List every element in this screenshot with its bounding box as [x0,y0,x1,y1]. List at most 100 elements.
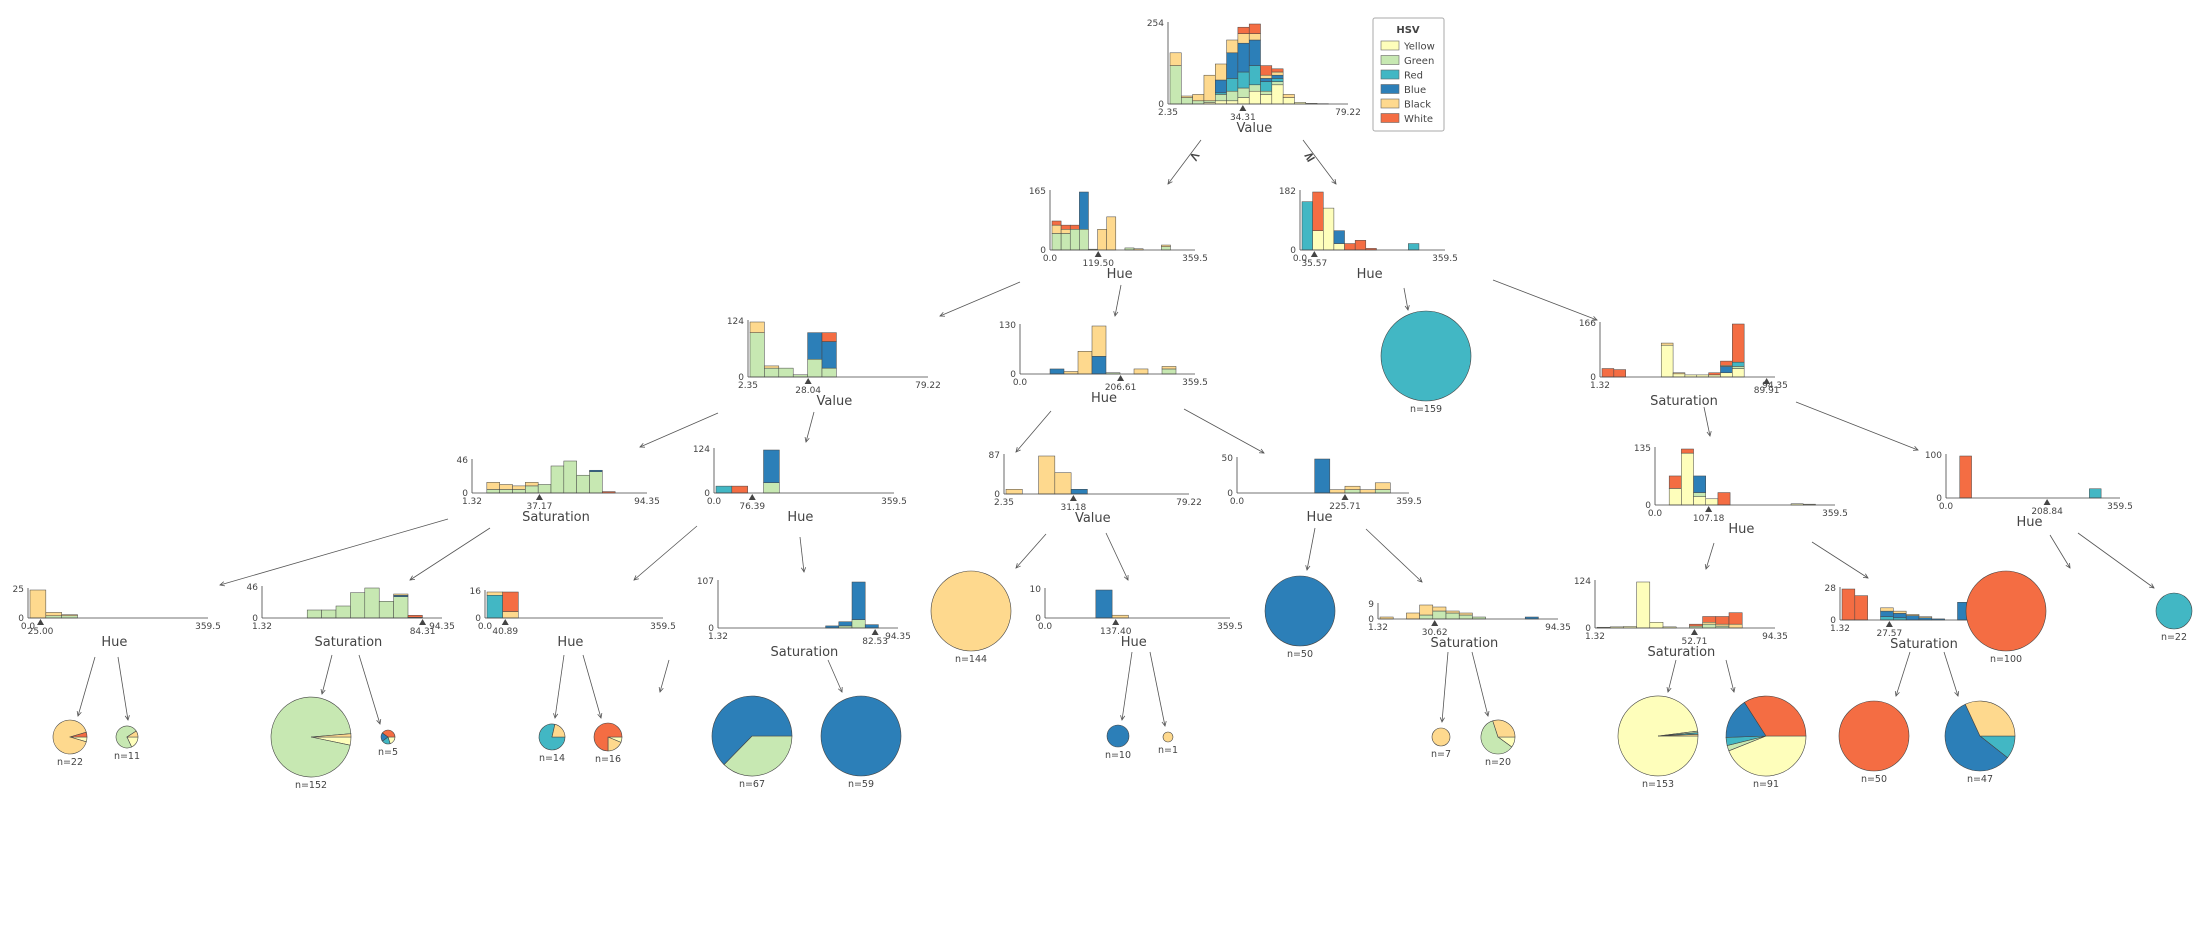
edge-label-less-than: < [1186,148,1203,166]
x-max-tick: 79.22 [1176,498,1202,508]
histogram-bar-green [1226,90,1239,102]
edge-arrowhead [219,581,225,587]
split-value-label: 208.84 [2031,507,2063,517]
histogram-bar-black [486,591,503,596]
feature-name: Value [1075,511,1111,526]
split-marker-triangle [1112,619,1120,625]
histogram-bar-black [1060,229,1071,234]
tree-node-n31: n=67 [711,695,793,790]
feature-name: Hue [1091,391,1117,406]
feature-name: Value [817,394,853,409]
y-zero-tick: 0 [704,489,710,499]
x-min-tick: 1.32 [252,622,272,632]
histogram-bar-white [502,591,519,612]
histogram-bar-blue [1333,230,1345,244]
leaf-pie-slice-white [593,722,623,752]
histogram-bar-green [1192,100,1205,105]
tree-edge [1365,528,1423,583]
leaf-pie-slice-white [381,729,396,738]
histogram-bar-red [1408,243,1420,251]
split-value-label: 35.57 [1301,259,1327,269]
tree-node-n34: n=1 [1158,731,1178,756]
y-max-tick: 50 [1222,454,1234,464]
edge-arrowhead [1258,448,1265,454]
y-zero-tick: 0 [1590,373,1596,383]
histogram-bar-green [1693,492,1706,497]
histogram-bar-green [335,605,351,619]
histogram-bar-green [1237,87,1250,98]
y-max-tick: 182 [1279,187,1296,197]
y-zero-tick: 0 [1936,494,1942,504]
x-max-tick: 359.5 [2107,502,2133,512]
legend-title: HSV [1396,25,1420,36]
leaf-pie-slice-green [270,696,352,778]
histogram-bar-green [321,609,337,619]
histogram-bar-black [499,484,513,490]
histogram-bar-black [1133,368,1149,375]
tree-node-n19: n=50 [1264,575,1336,660]
histogram-bar-red [1260,81,1273,92]
histogram-bar-yellow [1333,243,1345,251]
y-max-tick: 28 [1825,584,1837,594]
x-min-tick: 0.0 [1043,254,1058,264]
histogram-bar-black [525,482,539,487]
split-marker-triangle [1885,621,1893,627]
histogram-bar-green [378,601,394,619]
histogram-bar-green [1271,81,1284,86]
y-max-tick: 124 [693,445,710,455]
split-value-label: 84.31 [410,627,436,637]
histogram-bar-black [1344,485,1361,490]
feature-name: Saturation [1650,394,1718,409]
edge-arrowhead [1912,446,1919,451]
histogram-bar-blue [838,621,853,627]
split-value-label: 27.57 [1876,629,1902,639]
histogram-bar-yellow [1282,97,1295,105]
split-marker-triangle [1690,629,1698,635]
legend-label-white: White [1404,114,1433,125]
edge-arrowhead [1954,690,1960,697]
histogram-bar-blue [1070,489,1088,495]
histogram-bar-red [1732,361,1745,367]
x-min-tick: 0.0 [707,497,722,507]
histogram-bar-black [1226,39,1239,54]
histogram-bar-black [1169,52,1182,66]
histogram-bar-white [1708,372,1721,376]
split-marker-triangle [1705,506,1713,512]
histogram-bar-white [1959,455,1972,499]
histogram-bar-white [1689,623,1703,627]
histogram-bar-black [1054,472,1072,495]
y-zero-tick: 0 [708,624,714,634]
leaf-sample-count: n=159 [1410,404,1442,415]
legend-label-yellow: Yellow [1403,42,1435,53]
histogram-bar-black [1359,489,1376,494]
edge-arrowhead [597,713,603,719]
histogram-bar-green [1419,614,1434,620]
histogram-bar-blue [851,581,866,620]
histogram-bar-white [1702,616,1717,623]
edge-arrowhead [1015,447,1021,453]
feature-name: Saturation [1890,637,1958,652]
leaf-pie-black [930,570,1012,652]
histogram-bar-yellow [1705,498,1719,506]
split-value-label: 225.71 [1329,502,1361,512]
edge-arrowhead [1123,574,1129,581]
histogram-bar-black [1260,74,1273,79]
tree-edge [1492,279,1598,321]
leaf-pie-blue [1106,724,1130,748]
y-zero-tick: 0 [252,614,258,624]
leaf-pie-red [1380,310,1472,402]
y-zero-tick: 0 [1290,246,1296,256]
leaf-sample-count: n=100 [1990,654,2022,665]
legend-swatch-white [1380,113,1400,123]
tree-edge [1015,533,1047,569]
histogram-bar-black [1161,244,1171,247]
histogram-bar-black [1880,607,1894,612]
edge-arrowhead [553,713,559,719]
histogram-bar-red [486,595,503,619]
histogram-bar-blue [1271,74,1284,79]
split-value-label: 28.04 [795,386,821,396]
